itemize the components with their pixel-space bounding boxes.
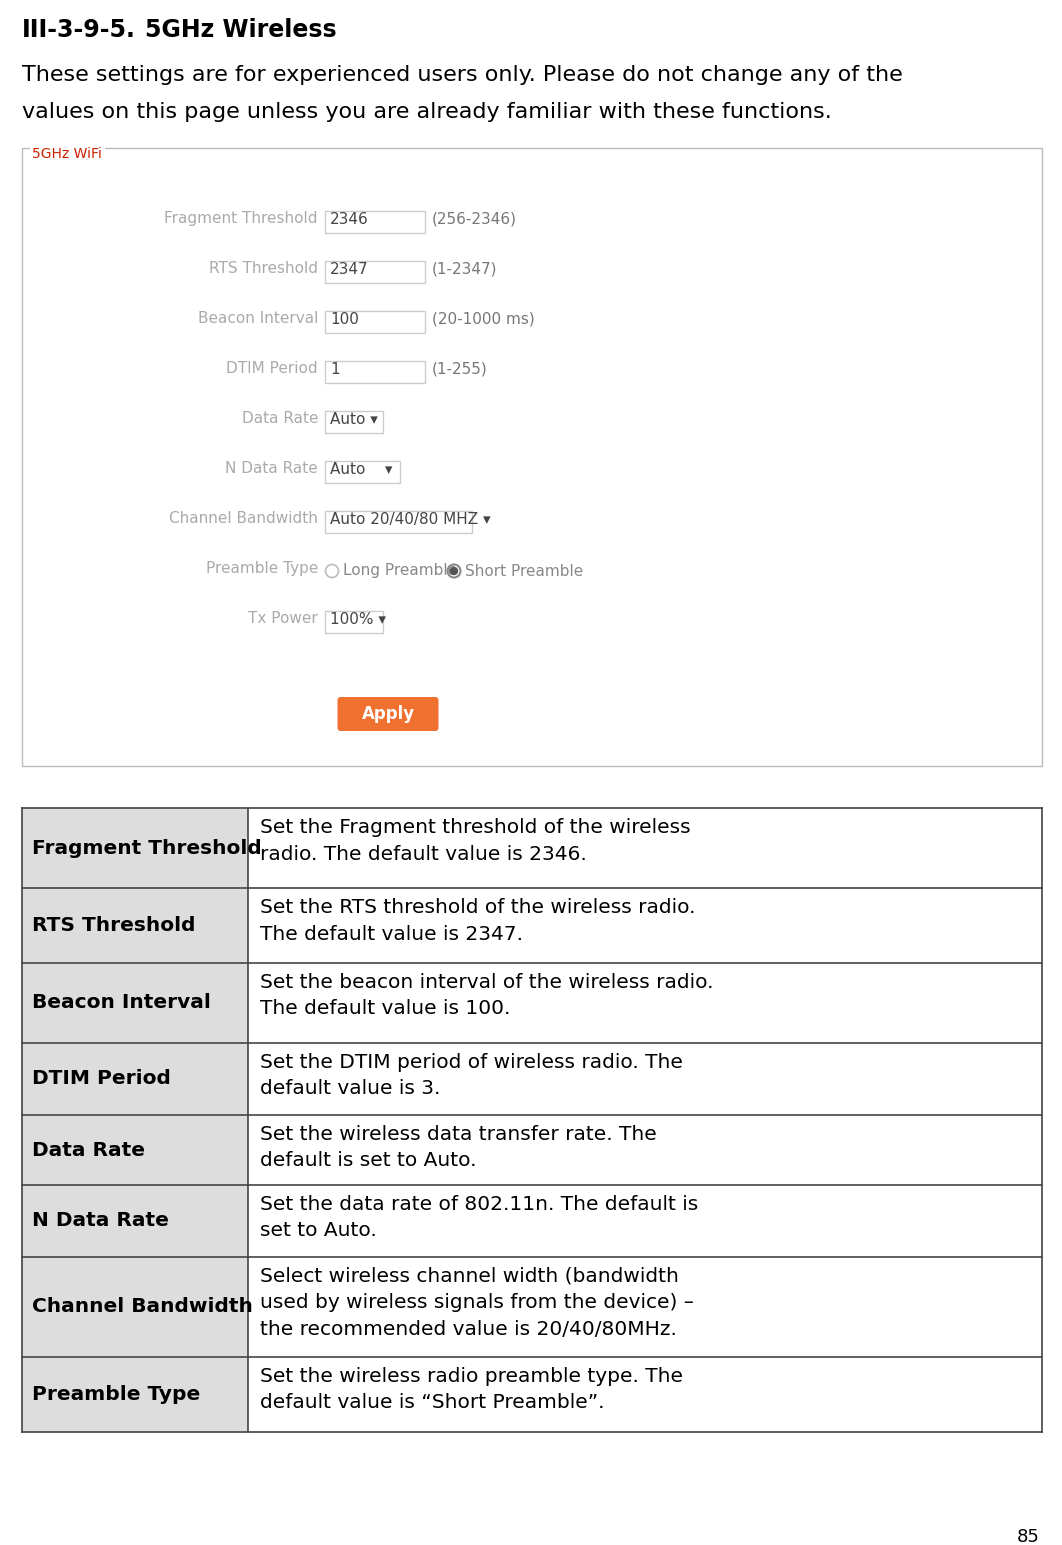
Text: N Data Rate: N Data Rate: [225, 460, 318, 476]
Text: Channel Bandwidth: Channel Bandwidth: [169, 511, 318, 525]
Text: III-3-9-5.: III-3-9-5.: [22, 19, 136, 42]
Text: Short Preamble: Short Preamble: [465, 564, 583, 578]
Bar: [22, 1258, 249, 1357]
Text: RTS Threshold: RTS Threshold: [32, 916, 195, 935]
Text: Set the DTIM period of wireless radio. The
default value is 3.: Set the DTIM period of wireless radio. T…: [260, 1054, 683, 1098]
Bar: [22, 1185, 249, 1258]
Text: 2346: 2346: [330, 212, 369, 227]
Text: Set the wireless radio preamble type. The
default value is “Short Preamble”.: Set the wireless radio preamble type. Th…: [260, 1367, 683, 1412]
Text: Auto    ▾: Auto ▾: [330, 462, 393, 477]
Circle shape: [450, 567, 458, 575]
Text: Preamble Type: Preamble Type: [206, 561, 318, 576]
Bar: [22, 1357, 249, 1432]
Text: 1: 1: [330, 362, 340, 377]
Text: (1-255): (1-255): [432, 362, 487, 377]
Text: Set the wireless data transfer rate. The
default is set to Auto.: Set the wireless data transfer rate. The…: [260, 1125, 656, 1171]
Bar: [325, 511, 472, 533]
FancyBboxPatch shape: [338, 697, 439, 731]
Bar: [22, 963, 249, 1043]
Text: (256-2346): (256-2346): [432, 212, 517, 227]
Text: Auto 20/40/80 MHZ ▾: Auto 20/40/80 MHZ ▾: [330, 511, 491, 527]
Text: Fragment Threshold: Fragment Threshold: [32, 839, 261, 857]
Text: 100: 100: [330, 312, 359, 328]
Bar: [325, 411, 383, 433]
Text: Data Rate: Data Rate: [32, 1140, 145, 1159]
Text: 100% ▾: 100% ▾: [330, 612, 386, 627]
Bar: [22, 808, 249, 888]
Text: (20-1000 ms): (20-1000 ms): [432, 312, 535, 328]
Text: Auto ▾: Auto ▾: [330, 413, 378, 426]
Bar: [325, 610, 383, 633]
Bar: [325, 212, 425, 233]
Text: DTIM Period: DTIM Period: [32, 1069, 171, 1089]
Text: values on this page unless you are already familiar with these functions.: values on this page unless you are alrea…: [22, 102, 832, 122]
Text: 2347: 2347: [330, 263, 369, 277]
Bar: [325, 460, 399, 484]
Text: (1-2347): (1-2347): [432, 263, 497, 277]
Bar: [325, 311, 425, 334]
Text: Data Rate: Data Rate: [241, 411, 318, 426]
Text: These settings are for experienced users only. Please do not change any of the: These settings are for experienced users…: [22, 65, 903, 85]
Text: Long Preamble: Long Preamble: [343, 564, 457, 578]
Bar: [22, 148, 1042, 766]
Bar: [22, 1043, 249, 1115]
Text: Fragment Threshold: Fragment Threshold: [165, 212, 318, 226]
Text: DTIM Period: DTIM Period: [226, 362, 318, 375]
Bar: [325, 362, 425, 383]
Text: Beacon Interval: Beacon Interval: [198, 311, 318, 326]
Text: Beacon Interval: Beacon Interval: [32, 993, 211, 1012]
Text: Set the data rate of 802.11n. The default is
set to Auto.: Set the data rate of 802.11n. The defaul…: [260, 1194, 698, 1241]
Text: Preamble Type: Preamble Type: [32, 1384, 201, 1404]
Text: Apply: Apply: [361, 705, 414, 723]
Text: Set the Fragment threshold of the wireless
radio. The default value is 2346.: Set the Fragment threshold of the wirele…: [260, 817, 690, 864]
Text: RTS Threshold: RTS Threshold: [209, 261, 318, 277]
Text: Select wireless channel width (bandwidth
used by wireless signals from the devic: Select wireless channel width (bandwidth…: [260, 1267, 693, 1340]
Text: Set the RTS threshold of the wireless radio.
The default value is 2347.: Set the RTS threshold of the wireless ra…: [260, 898, 696, 944]
Bar: [30, 141, 105, 154]
Text: Channel Bandwidth: Channel Bandwidth: [32, 1298, 253, 1316]
Text: N Data Rate: N Data Rate: [32, 1211, 169, 1230]
Bar: [22, 1115, 249, 1185]
Text: 5GHz WiFi: 5GHz WiFi: [32, 147, 102, 161]
Bar: [22, 888, 249, 963]
Text: Tx Power: Tx Power: [249, 610, 318, 626]
Text: 85: 85: [1017, 1528, 1040, 1545]
Text: Set the beacon interval of the wireless radio.
The default value is 100.: Set the beacon interval of the wireless …: [260, 973, 714, 1018]
Text: 5GHz Wireless: 5GHz Wireless: [112, 19, 337, 42]
Bar: [325, 261, 425, 283]
